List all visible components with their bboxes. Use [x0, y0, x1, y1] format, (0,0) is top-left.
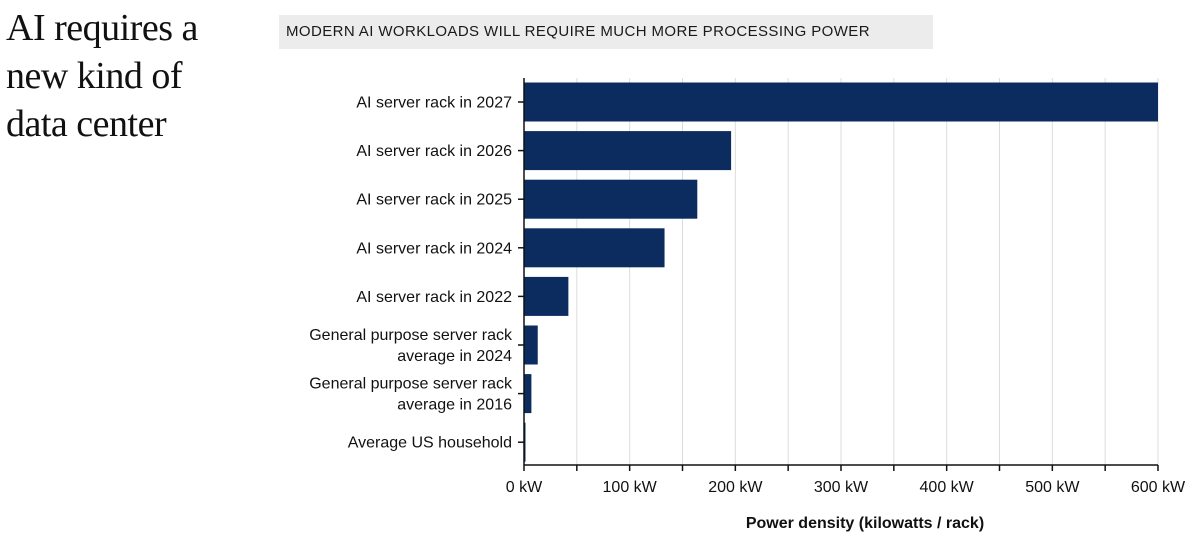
chart-title-box: MODERN AI WORKLOADS WILL REQUIRE MUCH MO… — [279, 15, 933, 49]
category-label: General purpose server rack average in 20… — [309, 327, 513, 365]
bar-4 — [524, 228, 665, 268]
bar-1 — [524, 82, 1158, 122]
category-label: Average US household — [348, 435, 512, 452]
category-label: General purpose server rack average in 20… — [309, 376, 513, 414]
bar-7 — [524, 374, 532, 414]
x-axis-title: Power density (kilowatts / rack) — [746, 515, 984, 532]
bar-3 — [524, 179, 698, 219]
chart-title: MODERN AI WORKLOADS WILL REQUIRE MUCH MO… — [286, 23, 870, 40]
x-tick-label: 0 kW — [506, 479, 543, 496]
headline-line-2: new kind of — [6, 55, 183, 97]
bar-5 — [524, 276, 569, 316]
x-tick-label: 300 kW — [814, 479, 869, 496]
x-tick-label: 100 kW — [603, 479, 658, 496]
category-label: AI server rack in 2025 — [356, 192, 512, 209]
category-label: AI server rack in 2024 — [356, 240, 512, 257]
bar-2 — [524, 131, 732, 171]
x-tick-label: 500 kW — [1025, 479, 1080, 496]
headline-line-1: AI requires a — [6, 7, 198, 49]
x-tick-label: 400 kW — [920, 479, 975, 496]
bar-6 — [524, 325, 538, 365]
category-label: AI server rack in 2022 — [356, 289, 512, 306]
category-label: AI server rack in 2026 — [356, 143, 512, 160]
x-tick-label: 200 kW — [708, 479, 763, 496]
headline-line-3: data center — [6, 103, 167, 145]
x-tick-label: 600 kW — [1131, 479, 1186, 496]
headline: AI requires a new kind of data center — [6, 4, 256, 148]
category-label: AI server rack in 2027 — [356, 95, 512, 112]
